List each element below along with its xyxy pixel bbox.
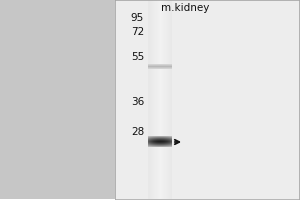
Text: 55: 55 xyxy=(131,52,144,62)
Text: 36: 36 xyxy=(131,97,144,107)
Text: m.kidney: m.kidney xyxy=(161,3,209,13)
Text: 72: 72 xyxy=(131,27,144,37)
Text: 28: 28 xyxy=(131,127,144,137)
Text: 95: 95 xyxy=(131,13,144,23)
